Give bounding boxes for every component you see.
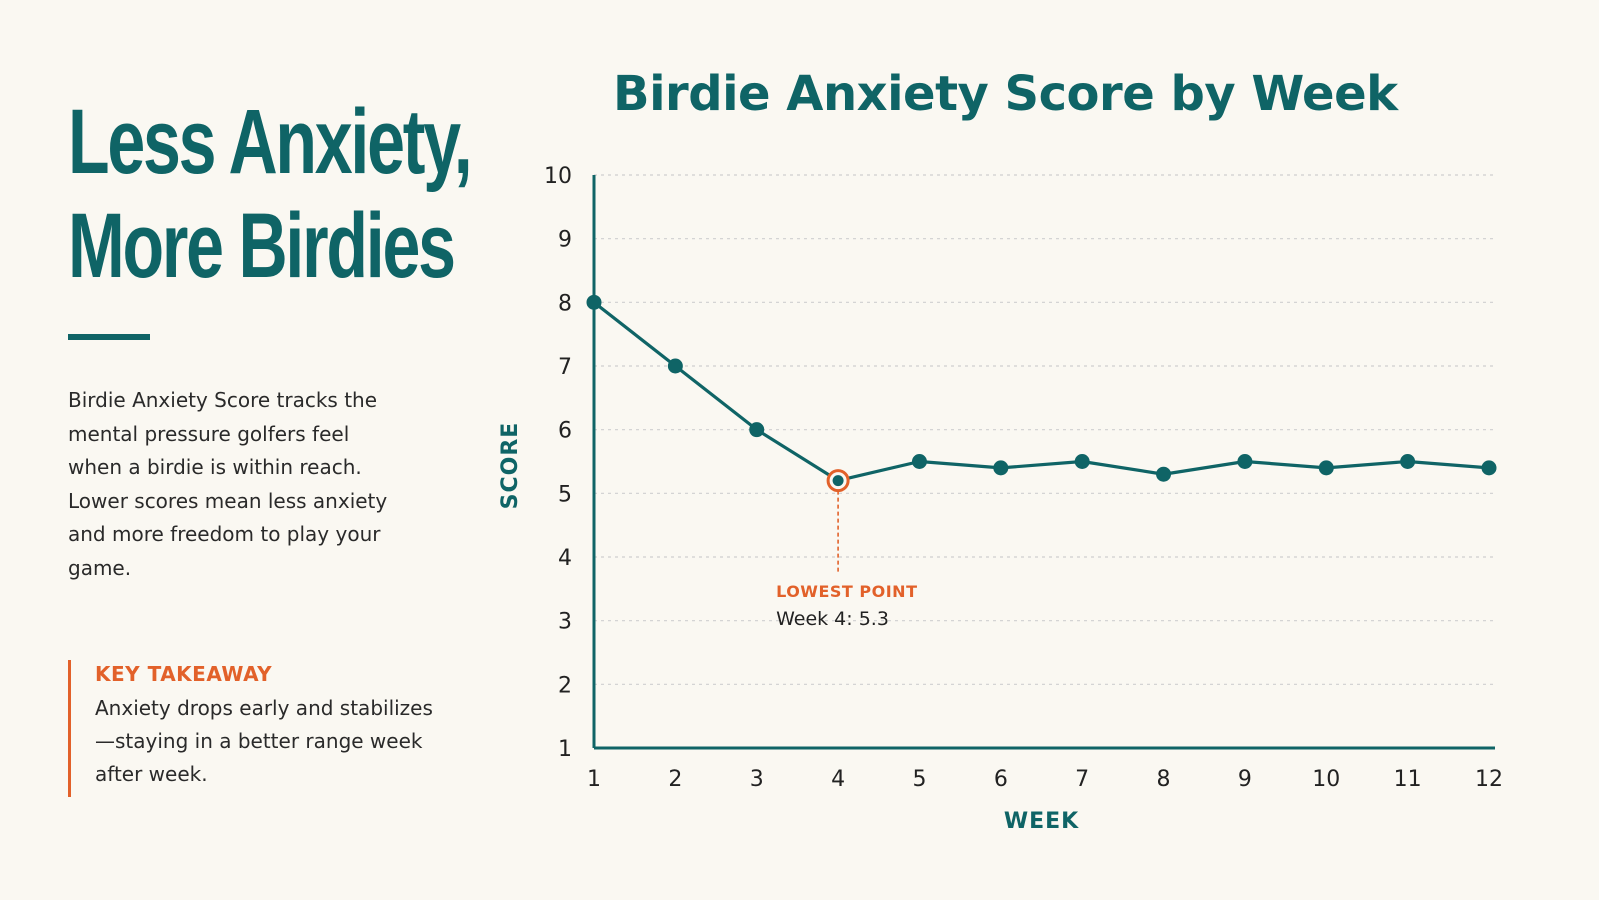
- y-tick-label: 10: [544, 164, 572, 189]
- annotation-title: LOWEST POINT: [776, 582, 917, 601]
- x-tick-labels: 1 2 3 4 5 6 7 8 9 10 11 12: [587, 767, 1503, 792]
- y-tick-label: 9: [558, 228, 572, 253]
- lowest-point-annotation: LOWEST POINT Week 4: 5.3: [776, 490, 917, 630]
- y-tick-label: 3: [558, 610, 572, 635]
- key-takeaway-callout: KEY TAKEAWAY Anxiety drops early and sta…: [68, 660, 435, 797]
- data-point-week-10: [1318, 460, 1334, 476]
- data-point-week-2: [667, 358, 683, 374]
- x-tick-label: 7: [1075, 767, 1089, 792]
- x-tick-label: 12: [1475, 767, 1503, 792]
- y-tick-labels: 1 2 3 4 5 6 7 8 9 10: [544, 164, 572, 762]
- y-tick-label: 4: [558, 546, 572, 571]
- data-point-week-3: [749, 422, 765, 438]
- chart-title: Birdie Anxiety Score by Week: [613, 66, 1398, 122]
- series-line: [592, 300, 1491, 483]
- x-tick-label: 3: [750, 767, 764, 792]
- x-tick-label: 4: [831, 767, 845, 792]
- x-tick-label: 6: [994, 767, 1008, 792]
- headline-line-2: More Birdies: [68, 195, 456, 297]
- x-tick-label: 11: [1394, 767, 1422, 792]
- y-tick-label: 8: [558, 291, 572, 316]
- axes: [592, 175, 1495, 750]
- takeaway-title: KEY TAKEAWAY: [95, 662, 273, 686]
- data-point-week-12: [1481, 460, 1497, 476]
- y-tick-label: 1: [558, 737, 572, 762]
- data-point-week-5: [911, 454, 927, 469]
- data-point-week-1: [586, 294, 602, 310]
- description-text: Birdie Anxiety Score tracks the mental p…: [68, 388, 388, 580]
- annotation-text: Week 4: 5.3: [776, 608, 889, 630]
- x-axis-label: WEEK: [1004, 809, 1079, 834]
- x-tick-label: 5: [912, 767, 926, 792]
- left-panel: Less Anxiety, More Birdies Birdie Anxiet…: [68, 90, 508, 797]
- grid-lines: [594, 174, 1495, 685]
- data-points: [586, 294, 1497, 493]
- takeaway-text: Anxiety drops early and stabilizes—stayi…: [95, 696, 433, 786]
- x-tick-label: 10: [1312, 767, 1340, 792]
- y-axis-label: SCORE: [498, 422, 523, 510]
- x-tick-label: 1: [587, 767, 601, 792]
- data-point-week-6: [993, 460, 1009, 476]
- data-point-week-4: [832, 475, 844, 487]
- y-tick-label: 2: [558, 673, 572, 698]
- x-tick-label: 8: [1157, 767, 1171, 792]
- headline-divider: [68, 334, 150, 340]
- x-tick-label: 2: [668, 767, 682, 792]
- x-tick-label: 9: [1238, 767, 1252, 792]
- data-point-week-9: [1237, 454, 1253, 469]
- y-tick-label: 6: [558, 419, 572, 444]
- data-point-week-8: [1156, 466, 1172, 482]
- data-point-week-11: [1400, 454, 1416, 469]
- data-point-week-7: [1074, 454, 1090, 469]
- y-tick-label: 7: [558, 355, 572, 380]
- score-line: [592, 300, 1491, 483]
- y-tick-label: 5: [558, 482, 572, 507]
